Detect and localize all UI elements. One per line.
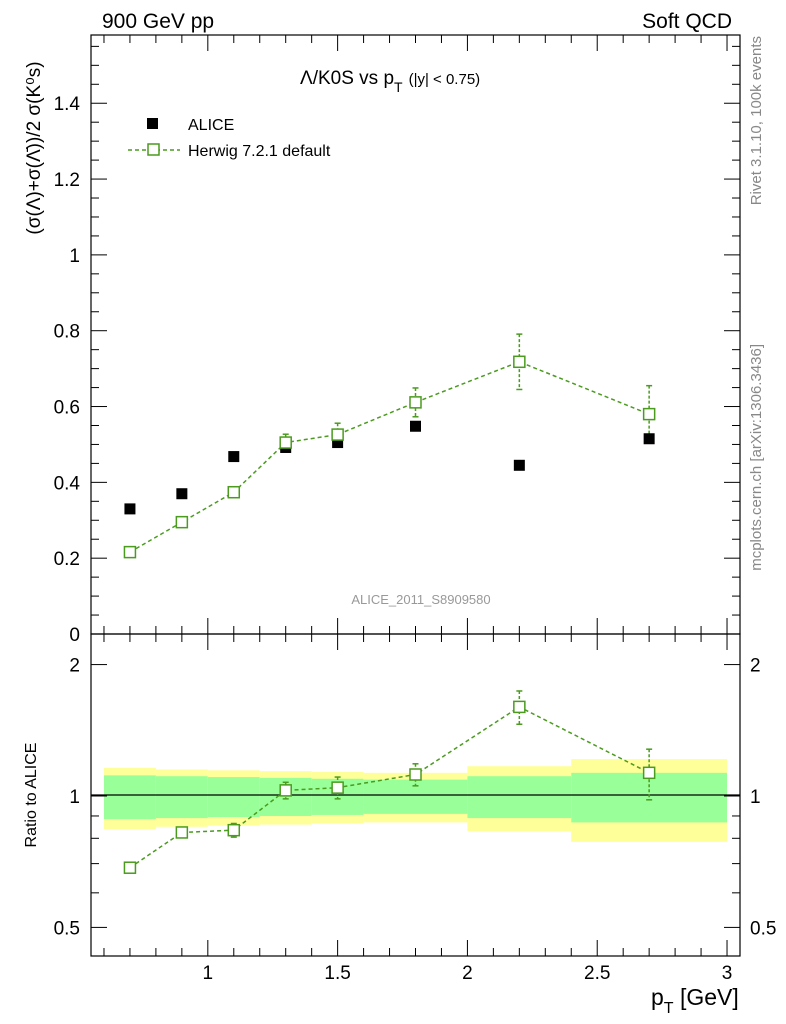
- xlabel-unit: [GeV]: [674, 984, 739, 1010]
- alice-point: [124, 503, 136, 515]
- y-tick-label: 0: [69, 625, 80, 646]
- ratio-frame: [90, 633, 741, 957]
- legend-herwig-marker: [147, 143, 160, 156]
- herwig-point: [642, 407, 656, 421]
- xlabel-main: p: [651, 984, 664, 1010]
- ratio-y-tick-label: 0.5: [54, 918, 80, 939]
- mcplots-label: mcplots.cern.ch [arXiv:1306.3436]: [748, 344, 765, 571]
- x-tick-label: 1.5: [324, 963, 350, 984]
- alice-point: [332, 437, 344, 449]
- chart-title: Λ/K0S vs pT (|y| < 0.75): [300, 68, 480, 95]
- y-tick-label: 1.2: [54, 170, 80, 191]
- ratio-y-tick-label: 1: [69, 787, 80, 808]
- legend: ALICE Herwig 7.2.1 default: [128, 117, 331, 160]
- ratio-band-inner: [155, 776, 208, 819]
- title-sub: T: [394, 79, 403, 95]
- main-ylabel: (σ(Λ)+σ(Λ̄))/2 σ(K⁰s): [24, 61, 45, 234]
- herwig-point: [227, 485, 241, 499]
- ratio-point: [123, 861, 137, 874]
- ratio-point: [513, 700, 526, 714]
- ratio-point: [409, 768, 422, 781]
- y-tick-label: 0.4: [54, 473, 81, 494]
- ratio-band-inner: [467, 776, 572, 819]
- ratio-y-tick-label-right: 1: [750, 787, 761, 808]
- ratio-band-inner: [103, 775, 156, 820]
- ratio-band-inner: [207, 777, 260, 818]
- alice-point: [410, 420, 421, 432]
- ratio-panel: 0.5 0.5 1 1 2 2 1 1.5 2 2.5 3 Ratio to ALICE pT [G…: [23, 633, 776, 1017]
- x-axis-label: pT [GeV]: [651, 984, 739, 1017]
- main-ticks: 0 0.2 0.4 0.6 0.8 1 1.2 1.4: [54, 35, 740, 646]
- alice-point: [176, 488, 188, 500]
- legend-herwig-label: Herwig 7.2.1 default: [188, 143, 331, 160]
- x-tick-label: 2: [462, 963, 473, 984]
- ratio-point: [331, 781, 344, 794]
- y-tick-label: 0.8: [54, 322, 80, 343]
- ratio-y-tick-label-right: 2: [750, 656, 761, 677]
- legend-alice-label: ALICE: [188, 117, 234, 134]
- main-panel: 0 0.2 0.4 0.6 0.8 1 1.2 1.4 ALICE_2011_S8909580…: [24, 34, 741, 646]
- ratio-y-tick-label: 2: [69, 656, 80, 677]
- y-tick-label: 1.4: [54, 94, 81, 115]
- alice-point: [513, 459, 525, 471]
- y-tick-label: 0.2: [54, 549, 80, 570]
- ratio-data: [123, 690, 656, 874]
- herwig-point: [123, 545, 137, 559]
- ratio-bands: [103, 759, 728, 842]
- alice-point: [643, 433, 655, 445]
- herwig-line: [129, 360, 650, 553]
- alice-point: [228, 451, 240, 463]
- x-tick-label: 3: [722, 963, 733, 984]
- ratio-ylabel: Ratio to ALICE: [23, 743, 40, 848]
- ratio-point: [227, 823, 241, 837]
- title-cut: (|y| < 0.75): [409, 71, 481, 88]
- herwig-point: [331, 428, 344, 441]
- rivet-label: Rivet 3.1.10, 100k events: [748, 36, 765, 205]
- main-data: [123, 333, 656, 559]
- y-tick-label: 1: [69, 246, 80, 267]
- legend-alice-marker: [147, 118, 158, 129]
- header-right: Soft QCD: [642, 10, 732, 33]
- ratio-y-tick-label-right: 0.5: [750, 918, 776, 939]
- ratio-ticks: 0.5 0.5 1 1 2 2 1 1.5 2 2.5 3: [54, 634, 776, 984]
- herwig-point: [409, 396, 422, 409]
- ratio-line: [129, 706, 650, 869]
- herwig-point: [279, 436, 292, 449]
- herwig-point: [175, 515, 189, 529]
- title-main: Λ/K0S vs p: [300, 68, 394, 89]
- ratio-point: [642, 766, 656, 780]
- xlabel-sub: T: [664, 1000, 674, 1017]
- x-tick-label: 2.5: [584, 963, 610, 984]
- y-tick-label: 0.6: [54, 398, 80, 419]
- header-left: 900 GeV pp: [102, 10, 214, 33]
- x-tick-label: 1: [203, 963, 214, 984]
- herwig-point: [513, 355, 526, 369]
- watermark: ALICE_2011_S8909580: [351, 592, 490, 607]
- ratio-point: [279, 784, 292, 797]
- ratio-point: [175, 826, 189, 839]
